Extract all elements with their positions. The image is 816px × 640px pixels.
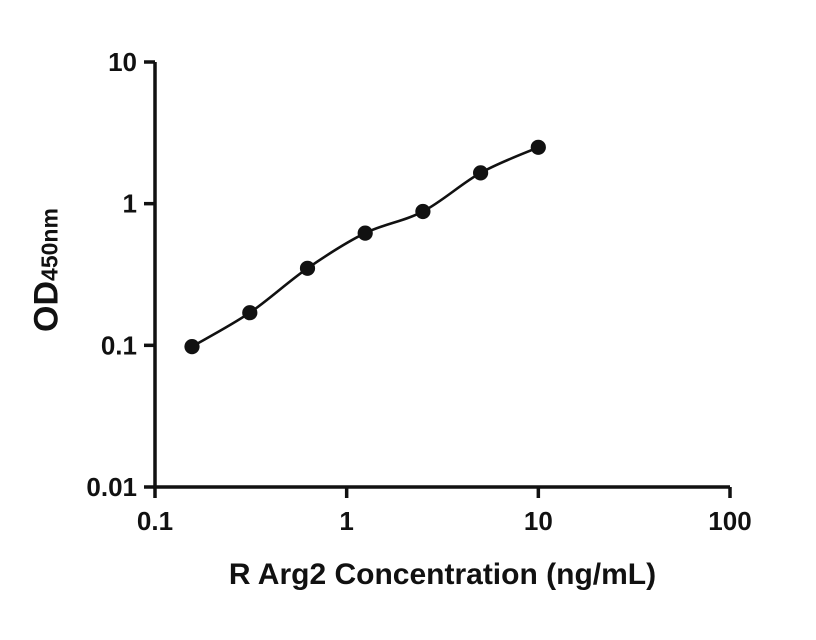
y-tick-label: 0.01	[86, 472, 137, 502]
x-tick-label: 1	[339, 506, 353, 536]
data-point	[242, 305, 258, 321]
y-tick-label: 0.1	[101, 330, 137, 360]
y-axis-title-main: OD	[27, 280, 66, 332]
data-point	[357, 225, 373, 241]
data-point	[184, 339, 200, 355]
data-point	[530, 139, 546, 155]
x-axis-title: R Arg2 Concentration (ng/mL)	[228, 558, 657, 591]
x-tick-label: 0.1	[137, 506, 173, 536]
y-axis-title-subscript: 450nm	[36, 208, 63, 281]
data-point	[473, 165, 489, 181]
y-tick-label: 1	[123, 189, 137, 219]
data-point	[415, 203, 431, 220]
x-tick-label: 10	[524, 506, 553, 536]
y-tick-label: 10	[108, 47, 137, 77]
y-axis-title: OD450nm	[28, 208, 67, 332]
data-point	[299, 260, 316, 276]
axis-frame	[153, 62, 730, 489]
x-tick-label: 100	[708, 506, 751, 536]
